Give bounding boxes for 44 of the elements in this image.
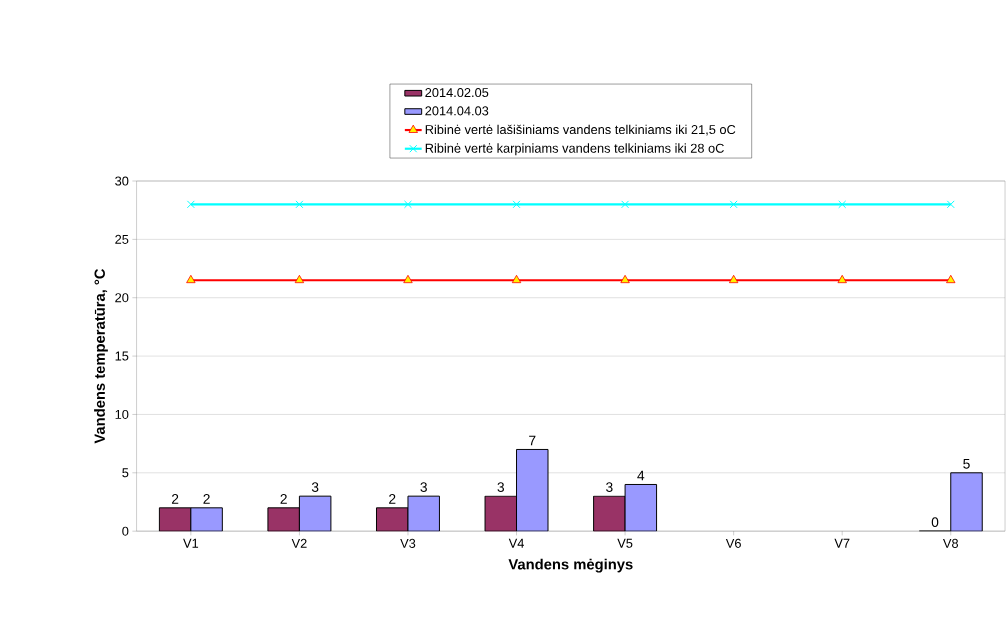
x-tick-label: V8 xyxy=(942,538,959,548)
bar xyxy=(516,448,549,532)
y-tick-label: 15 xyxy=(115,351,129,361)
bar xyxy=(407,495,440,532)
x-tick-label: V4 xyxy=(508,538,524,548)
data-label: 4 xyxy=(637,470,645,481)
data-label: 5 xyxy=(963,459,970,469)
data-label: 7 xyxy=(529,435,536,446)
data-label: 3 xyxy=(420,482,427,492)
x-tick-label: V1 xyxy=(183,538,199,548)
y-tick-label: 5 xyxy=(122,468,129,478)
bar xyxy=(158,507,192,532)
data-label: 3 xyxy=(606,482,613,492)
y-tick-label: 30 xyxy=(115,176,129,186)
bar xyxy=(298,495,332,532)
legend-label: 2014.02.05 xyxy=(425,87,489,98)
data-label: 2 xyxy=(203,493,210,504)
legend-label: 2014.04.03 xyxy=(425,106,489,116)
data-label: 2 xyxy=(171,493,179,504)
bar xyxy=(624,483,658,532)
bar xyxy=(375,507,409,532)
data-label: 0 xyxy=(931,517,939,527)
bar xyxy=(950,472,983,532)
bar xyxy=(190,507,223,532)
x-tick-label: V7 xyxy=(834,538,850,548)
x-tick-label: V6 xyxy=(725,538,741,548)
legend-label: Ribinė vertė karpiniams vandens telkiniams iki 28 oC xyxy=(425,143,724,156)
y-tick-label: 20 xyxy=(115,293,129,303)
x-tick-label: V2 xyxy=(291,538,307,548)
legend-label: Ribinė vertė lašišiniams vandens telkiniams iki 21,5 oC xyxy=(425,124,736,136)
bar xyxy=(267,507,300,532)
data-label: 3 xyxy=(497,482,505,492)
y-tick-label: 10 xyxy=(115,409,129,419)
y-tick-label: 0 xyxy=(122,526,129,536)
bar xyxy=(593,495,626,532)
bar xyxy=(484,495,518,532)
y-axis-title: Vandens temperatūra, °C xyxy=(94,268,108,444)
x-tick-label: V5 xyxy=(617,538,633,548)
data-label: 2 xyxy=(389,493,396,504)
data-label: 2 xyxy=(280,493,287,504)
x-tick-label: V3 xyxy=(400,538,416,548)
data-label: 3 xyxy=(311,482,319,492)
x-axis-title: Vandens mėginys xyxy=(508,558,633,573)
y-tick-label: 25 xyxy=(115,234,129,244)
